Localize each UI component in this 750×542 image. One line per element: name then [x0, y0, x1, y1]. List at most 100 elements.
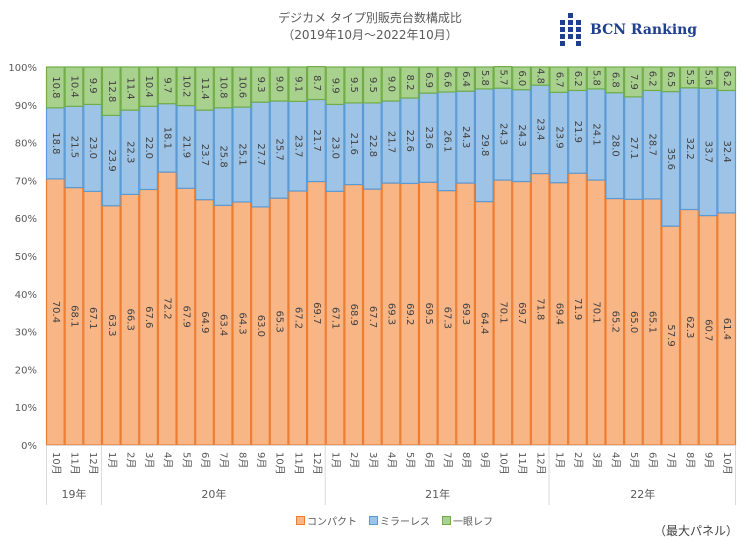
data-label-mirrorless: 29.8	[479, 134, 490, 156]
bar-segment-dslr	[213, 66, 233, 109]
x-tick-label: 1月	[330, 452, 342, 468]
data-label-mirrorless: 24.3	[460, 126, 471, 148]
data-label-compact: 64.4	[479, 312, 490, 334]
y-tick-label: 10%	[15, 403, 37, 414]
data-label-mirrorless: 25.8	[218, 145, 229, 167]
data-label-mirrorless: 27.7	[255, 143, 266, 165]
bar-segment-dslr	[288, 66, 308, 102]
y-tick-label: 100%	[8, 63, 37, 74]
bar-segment-dslr	[45, 66, 65, 109]
bar-segment-dslr	[232, 66, 252, 108]
chart-title-line2: （2019年10月～2022年10月）	[282, 28, 458, 42]
data-label-compact: 66.3	[124, 309, 135, 331]
data-label-dslr: 5.5	[684, 69, 695, 85]
data-label-dslr: 11.4	[124, 77, 135, 99]
data-label-dslr: 10.2	[180, 75, 191, 97]
x-tick-label: 4月	[609, 452, 621, 468]
bar-segment-dslr	[269, 66, 289, 102]
bar-segment-dslr	[661, 66, 681, 93]
data-label-dslr: 11.4	[199, 77, 210, 99]
data-label-dslr: 6.8	[609, 72, 620, 88]
data-label-compact: 67.1	[330, 307, 341, 329]
data-label-mirrorless: 33.7	[703, 141, 714, 163]
bar-segment-dslr	[605, 66, 625, 94]
data-label-dslr: 6.2	[721, 71, 732, 87]
data-label-mirrorless: 24.1	[591, 123, 602, 145]
data-label-dslr: 12.8	[106, 80, 117, 102]
bar-segment-dslr	[624, 66, 643, 98]
x-tick-label: 5月	[628, 452, 640, 468]
data-label-compact: 71.8	[535, 298, 546, 320]
bar-segment-dslr	[381, 66, 401, 102]
data-label-mirrorless: 21.7	[311, 129, 322, 151]
chart-title: デジカメ タイプ別販売台数構成比 （2019年10月～2022年10月）	[240, 10, 500, 44]
x-tick-label: 6月	[647, 452, 659, 468]
data-label-mirrorless: 23.6	[423, 127, 434, 149]
data-label-dslr: 6.6	[441, 72, 452, 88]
x-tick-label: 9月	[255, 452, 267, 468]
data-label-dslr: 6.9	[423, 72, 434, 88]
legend-item-dslr: 一眼レフ	[442, 513, 493, 528]
year-group-label: 21年	[425, 487, 450, 501]
x-tick-label: 9月	[479, 452, 491, 468]
data-label-compact: 65.1	[647, 311, 658, 333]
data-label-compact: 72.2	[162, 297, 173, 319]
x-tick-label: 4月	[162, 452, 174, 468]
bcn-logo-icon	[560, 13, 581, 46]
data-label-compact: 69.7	[516, 302, 527, 324]
bars	[45, 66, 737, 446]
bar-segment-dslr	[176, 66, 196, 107]
data-label-compact: 63.3	[106, 314, 117, 336]
data-label-mirrorless: 24.3	[497, 123, 508, 145]
data-label-dslr: 9.0	[386, 76, 397, 92]
bar-segment-dslr	[64, 66, 84, 107]
data-label-dslr: 9.1	[292, 76, 303, 92]
legend-label: 一眼レフ	[453, 517, 493, 528]
year-group-label: 19年	[61, 487, 86, 501]
bar-segment-dslr	[717, 66, 737, 92]
legend-item-compact: コンパクト	[296, 513, 357, 528]
x-tick-label: 7月	[441, 452, 453, 468]
bar-segment-dslr	[549, 66, 569, 93]
data-label-dslr: 6.5	[665, 71, 676, 87]
legend-swatch-icon	[369, 516, 378, 525]
data-label-compact: 62.3	[684, 316, 695, 338]
data-label-mirrorless: 27.1	[628, 137, 639, 159]
data-label-dslr: 6.7	[553, 72, 564, 88]
x-tick-label: 10月	[50, 452, 62, 475]
x-tick-label: 9月	[703, 452, 715, 468]
data-label-compact: 65.2	[609, 311, 620, 333]
data-label-mirrorless: 21.6	[348, 133, 359, 155]
x-tick-label: 8月	[684, 452, 696, 468]
bar-segment-dslr	[642, 66, 662, 92]
x-tick-label: 5月	[180, 452, 192, 468]
data-label-mirrorless: 21.5	[68, 136, 79, 158]
data-label-compact: 65.3	[274, 310, 285, 332]
y-tick-label: 0%	[21, 441, 37, 452]
stacked-bar-chart: 0% 10% 20% 30% 40% 50% 60% 70% 80% 90% 100% 70.4 18…	[8, 63, 737, 505]
bar-segment-dslr	[251, 66, 270, 103]
legend: コンパクト ミラーレス 一眼レフ	[296, 513, 493, 528]
x-tick-label: 8月	[460, 452, 472, 468]
y-axis: 0% 10% 20% 30% 40% 50% 60% 70% 80% 90% 100%	[8, 63, 37, 452]
bar-segment-dslr	[418, 66, 438, 94]
data-label-compact: 69.3	[460, 303, 471, 325]
x-tick-label: 12月	[87, 452, 99, 475]
x-tick-label: 11月	[68, 452, 80, 475]
y-tick-label: 20%	[15, 365, 37, 376]
legend-swatch-icon	[296, 516, 305, 525]
bcn-logo: BCN Ranking	[560, 13, 697, 47]
data-label-dslr: 9.9	[87, 78, 98, 94]
data-label-mirrorless: 22.3	[124, 141, 135, 163]
data-label-compact: 67.3	[441, 307, 452, 329]
data-label-dslr: 5.8	[591, 70, 602, 86]
x-tick-label: 6月	[423, 452, 435, 468]
legend-item-mirrorless: ミラーレス	[369, 513, 430, 528]
data-label-mirrorless: 28.7	[647, 134, 658, 156]
x-tick-label: 11月	[516, 452, 528, 475]
data-label-compact: 70.1	[497, 301, 508, 323]
data-label-compact: 60.7	[703, 319, 714, 341]
x-tick-label: 6月	[199, 452, 211, 468]
data-label-compact: 67.9	[180, 306, 191, 328]
data-label-dslr: 6.4	[460, 71, 471, 87]
